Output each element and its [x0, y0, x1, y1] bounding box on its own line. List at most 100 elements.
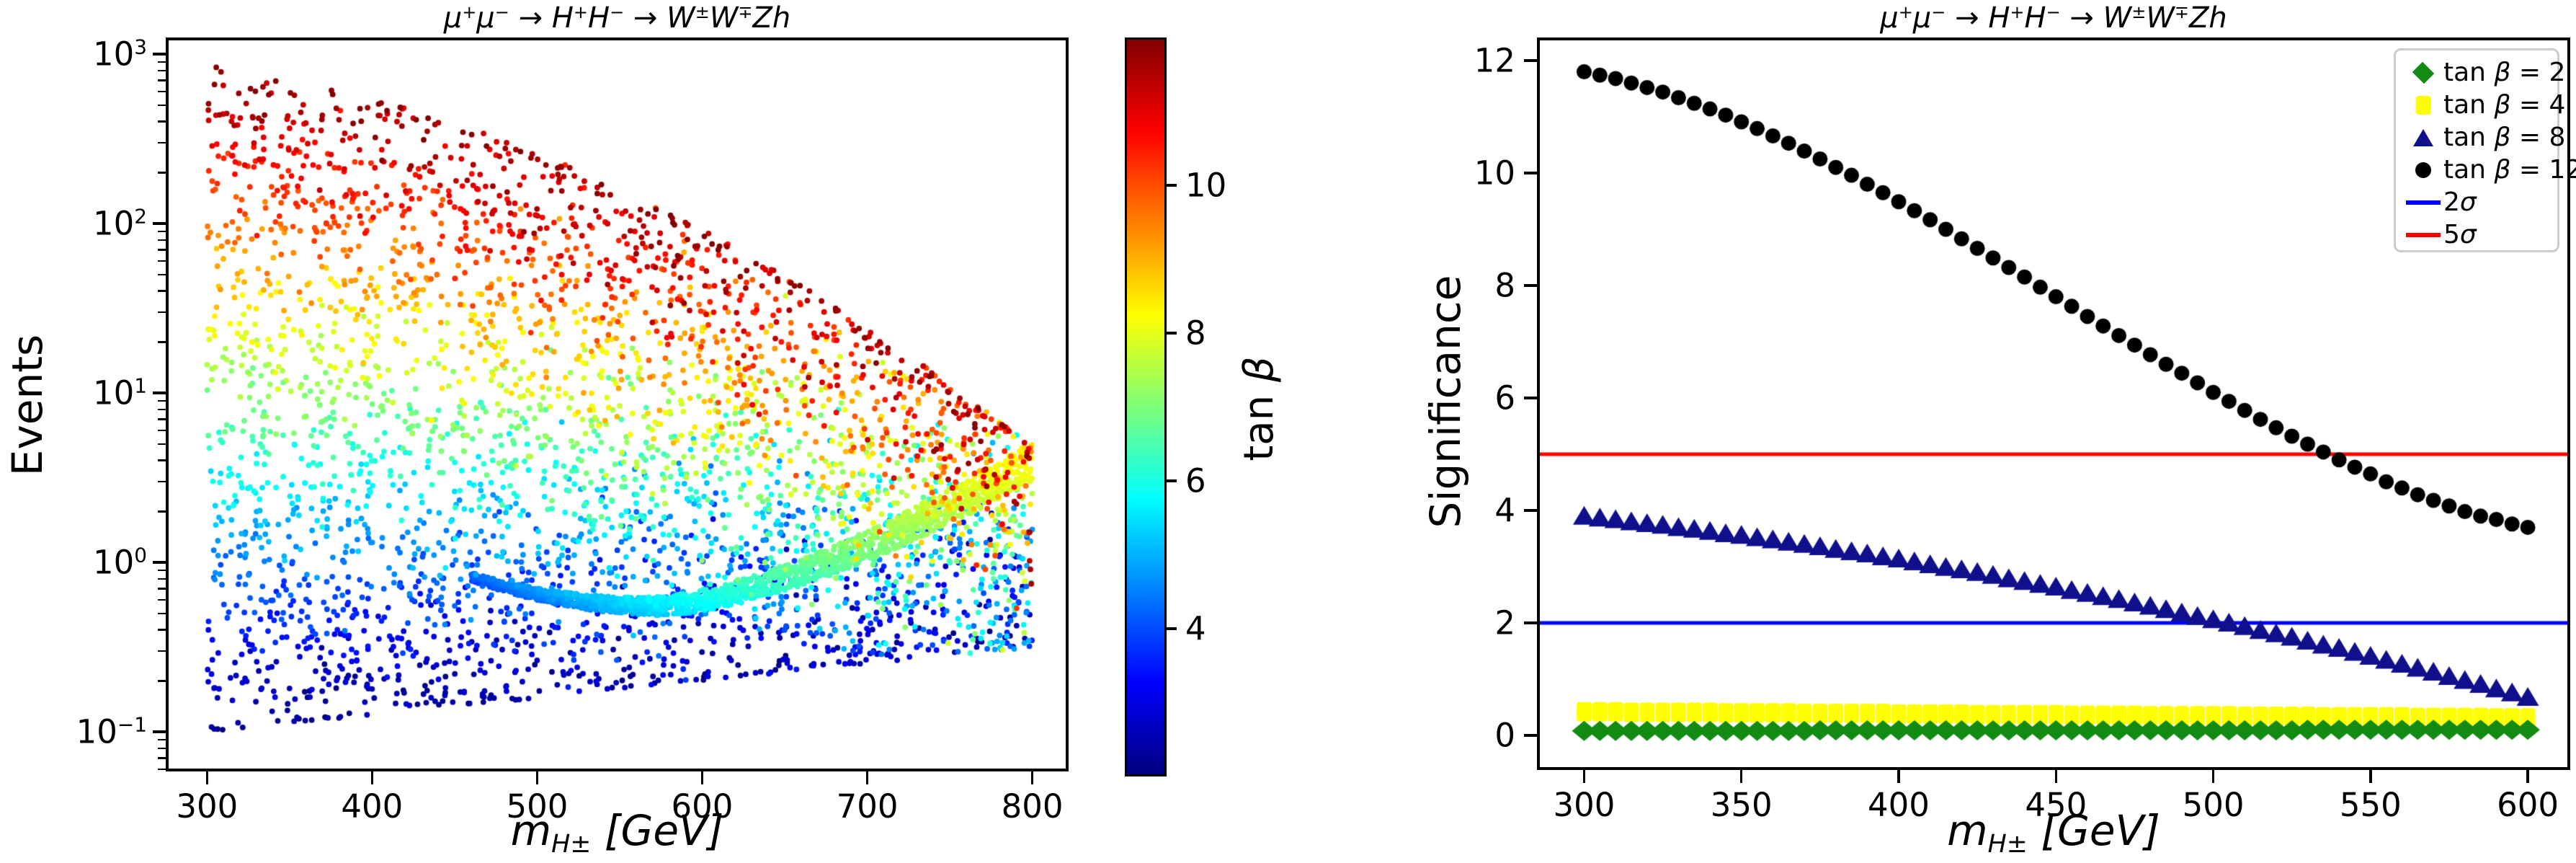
text-run: 2: [2443, 187, 2460, 217]
text-run: β: [2494, 90, 2511, 120]
left-x-tick: [700, 771, 704, 784]
text-run: μ: [443, 1, 463, 35]
text-run: m: [1947, 806, 1988, 855]
colorbar-tick-label: 10: [1185, 166, 1227, 205]
text-run: −: [610, 1, 625, 22]
text-run: H: [588, 1, 610, 35]
left-y-minor-tick: [158, 141, 166, 144]
left-y-minor-tick: [158, 569, 166, 572]
legend-item: tan β = 12: [2396, 154, 2576, 186]
left-y-tick: [153, 391, 166, 394]
left-y-tick: [153, 53, 166, 56]
triangle-marker-icon: [2407, 121, 2439, 154]
text-run: [: [591, 806, 621, 855]
right-x-tick: [2054, 770, 2058, 783]
legend-label: tan β = 4: [2443, 89, 2565, 121]
line-marker-icon: [2406, 218, 2441, 251]
right-y-tick: [1524, 509, 1537, 512]
colorbar-tick: [1167, 627, 1177, 630]
text-run: ±: [695, 1, 710, 22]
left-y-minor-tick: [158, 768, 166, 771]
right-y-tick-label: 6: [1494, 379, 1515, 417]
left-y-minor-tick: [158, 510, 166, 513]
events-scatter-canvas: [169, 40, 1066, 769]
left-y-tick-label: 102: [92, 204, 147, 243]
text-run: +: [573, 1, 588, 22]
colorbar-tick-label: 4: [1185, 609, 1206, 648]
left-x-tick-label: 600: [671, 787, 734, 826]
right-x-tick-label: 300: [1553, 786, 1615, 824]
left-y-minor-tick: [158, 480, 166, 483]
text-run: tan: [2443, 90, 2495, 120]
left-y-minor-tick: [158, 90, 166, 93]
text-run: [: [2027, 806, 2057, 855]
legend-item: tan β = 4: [2396, 89, 2565, 121]
left-x-tick-label: 800: [1001, 787, 1064, 826]
right-y-tick: [1524, 172, 1537, 174]
left-y-tick: [153, 222, 166, 225]
left-y-minor-tick: [158, 459, 166, 461]
left-y-minor-tick: [158, 598, 166, 601]
left-x-tick: [535, 771, 539, 784]
left-y-minor-tick: [158, 230, 166, 233]
legend-item: tan β = 2: [2396, 56, 2565, 89]
right-y-tick: [1524, 621, 1537, 624]
text-run: →: [1946, 1, 1989, 35]
text-run: +: [462, 1, 477, 22]
colorbar-tick-label: 8: [1185, 314, 1206, 353]
text-run: tan: [1236, 382, 1283, 461]
square-marker-icon: [2407, 89, 2439, 121]
right-y-tick: [1524, 734, 1537, 737]
text-run: Zh: [752, 1, 791, 35]
right-y-tick-label: 8: [1494, 266, 1515, 305]
right-x-tick-label: 500: [2182, 786, 2245, 824]
text-run: m: [510, 806, 552, 855]
right-y-tick: [1524, 59, 1537, 62]
right-y-tick-label: 10: [1474, 154, 1515, 192]
left-y-minor-tick: [158, 747, 166, 750]
left-y-minor-tick: [158, 443, 166, 445]
left-x-tick: [370, 771, 374, 784]
legend: tan β = 2 tan β = 4 tan β = 8 tan β = 12 2σ 5…: [2394, 48, 2576, 252]
text-run: μ: [476, 1, 495, 35]
left-x-tick: [865, 771, 869, 784]
text-run: →: [624, 1, 667, 35]
right-y-tick: [1524, 284, 1537, 287]
text-run: β: [2494, 123, 2511, 152]
left-y-minor-tick: [158, 588, 166, 590]
text-run: GeV: [2056, 806, 2144, 855]
right-x-tick: [1739, 770, 1743, 783]
colorbar-label: tan β: [1236, 192, 1283, 625]
right-y-tick: [1524, 397, 1537, 399]
text-run: σ: [2459, 220, 2477, 249]
right-x-tick: [2211, 770, 2215, 783]
text-run: β: [2494, 155, 2511, 185]
left-y-tick-label: 103: [92, 35, 147, 74]
left-y-minor-tick: [158, 120, 166, 123]
right-x-tick-label: 350: [1710, 786, 1773, 824]
left-y-minor-tick: [158, 311, 166, 314]
text-run: β: [2494, 58, 2511, 87]
text-run: ∓: [2174, 1, 2189, 22]
legend-label: tan β = 12: [2443, 154, 2576, 186]
left-y-tick-label: 101: [92, 373, 147, 412]
left-y-minor-tick: [158, 290, 166, 292]
left-y-minor-tick: [158, 429, 166, 432]
diamond-marker-icon: [2407, 56, 2439, 89]
left-y-minor-tick: [158, 69, 166, 72]
text-run: μ: [1880, 1, 1899, 35]
left-y-minor-tick: [158, 104, 166, 107]
right-x-tick: [1897, 770, 1900, 783]
right-x-tick-label: 450: [2025, 786, 2087, 824]
text-run: H: [551, 830, 571, 859]
left-y-minor-tick: [158, 612, 166, 614]
text-run: →: [509, 1, 552, 35]
text-run: = 4: [2510, 90, 2566, 120]
text-run: tan: [2443, 123, 2495, 152]
left-y-minor-tick: [158, 577, 166, 580]
left-x-tick: [205, 771, 209, 784]
left-y-minor-tick: [158, 408, 166, 411]
left-x-tick-label: 300: [176, 787, 239, 826]
left-y-tick: [153, 561, 166, 564]
